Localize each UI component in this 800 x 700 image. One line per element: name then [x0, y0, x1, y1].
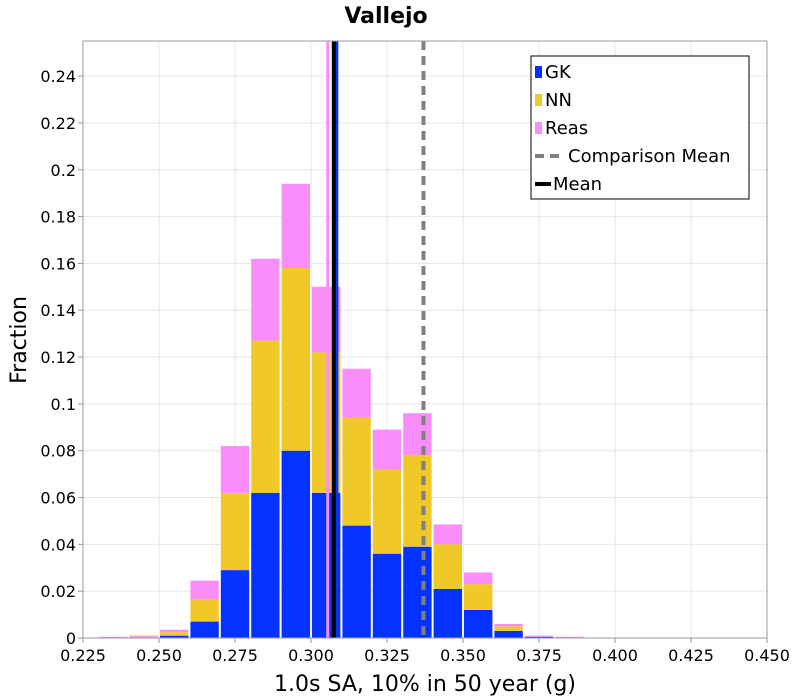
x-tick-label: 0.225	[60, 646, 106, 665]
bar-nn	[403, 455, 432, 547]
bars	[99, 183, 584, 638]
y-axis-ticks: 0 0.02 0.04 0.06 0.08 0.1 0.12 0.14 0.16 0.18 0.2 0…	[40, 67, 83, 648]
bar-nn	[281, 268, 310, 451]
legend: GK NN Reas Comparison Mean Mean	[530, 55, 750, 200]
bar-gk	[433, 588, 462, 638]
bar-nn	[342, 417, 371, 526]
bar-nn	[464, 584, 493, 610]
x-tick-label: 0.425	[668, 646, 714, 665]
legend-swatch-nn	[535, 94, 542, 106]
bar-nn	[433, 544, 462, 589]
x-axis-ticks: 0.225 0.250 0.275 0.300 0.325 0.350 0.375 0.400…	[60, 638, 790, 665]
legend-label-reas: Reas	[545, 118, 588, 139]
y-tick-label: 0.1	[51, 395, 76, 414]
bar-gk	[281, 450, 310, 638]
bar-reas	[160, 629, 189, 633]
bar-reas	[494, 623, 523, 627]
bar-nn	[129, 636, 158, 638]
x-tick-label: 0.350	[440, 646, 486, 665]
y-tick-label: 0.2	[51, 161, 76, 180]
x-axis-label: 1.0s SA, 10% in 50 year (g)	[274, 672, 576, 697]
y-tick-label: 0.08	[40, 442, 76, 461]
x-tick-label: 0.450	[744, 646, 790, 665]
bar-gk	[220, 570, 250, 638]
legend-label-gk: GK	[545, 62, 572, 83]
y-tick-label: 0.22	[40, 114, 76, 133]
bar-reas	[372, 429, 402, 470]
bar-reas	[464, 572, 493, 585]
bar-gk	[494, 630, 523, 638]
bar-reas	[190, 580, 219, 600]
y-tick-label: 0.24	[40, 67, 76, 86]
bar-gk	[464, 609, 493, 638]
bar-nn	[372, 469, 402, 554]
y-tick-label: 0.04	[40, 535, 76, 554]
x-tick-label: 0.400	[592, 646, 638, 665]
legend-swatch-gk	[535, 66, 542, 78]
bar-nn	[251, 340, 280, 493]
plot-frame	[82, 40, 768, 639]
bar-reas	[129, 635, 158, 637]
bar-reas	[433, 524, 462, 545]
y-tick-label: 0	[66, 629, 76, 648]
bar-reas	[220, 446, 250, 493]
bar-gk	[251, 492, 280, 638]
bar-gk	[342, 525, 371, 638]
bar-reas	[251, 258, 280, 341]
legend-label-mean: Mean	[553, 174, 602, 195]
bar-reas	[342, 368, 371, 418]
bar-gk	[372, 553, 402, 638]
bar-reas	[281, 183, 310, 269]
legend-label-comparison-mean: Comparison Mean	[568, 146, 731, 167]
bar-nn	[494, 626, 523, 631]
legend-box	[530, 55, 750, 200]
bar-reas	[555, 636, 584, 638]
bar-gk	[190, 621, 219, 638]
x-tick-label: 0.275	[212, 646, 258, 665]
bar-gk	[524, 636, 554, 638]
bar-nn	[190, 599, 219, 622]
legend-swatch-reas	[535, 122, 542, 134]
bar-gk	[160, 635, 189, 638]
x-tick-label: 0.300	[288, 646, 334, 665]
y-tick-label: 0.16	[40, 254, 76, 273]
x-tick-label: 0.325	[364, 646, 410, 665]
bar-reas	[403, 413, 432, 456]
y-tick-label: 0.12	[40, 348, 76, 367]
bar-nn	[220, 492, 250, 571]
legend-label-nn: NN	[545, 90, 572, 111]
x-tick-label: 0.250	[136, 646, 182, 665]
bar-reas	[99, 636, 128, 638]
bar-nn	[160, 632, 189, 636]
y-tick-label: 0.02	[40, 582, 76, 601]
x-tick-label: 0.375	[516, 646, 562, 665]
bar-gk	[403, 546, 432, 638]
y-tick-label: 0.06	[40, 489, 76, 508]
y-tick-label: 0.14	[40, 301, 76, 320]
chart-title: Vallejo	[344, 4, 427, 29]
mean-lines	[326, 41, 426, 638]
y-tick-label: 0.18	[40, 208, 76, 227]
bar-reas	[524, 635, 554, 637]
y-axis-label: Fraction	[7, 296, 32, 384]
